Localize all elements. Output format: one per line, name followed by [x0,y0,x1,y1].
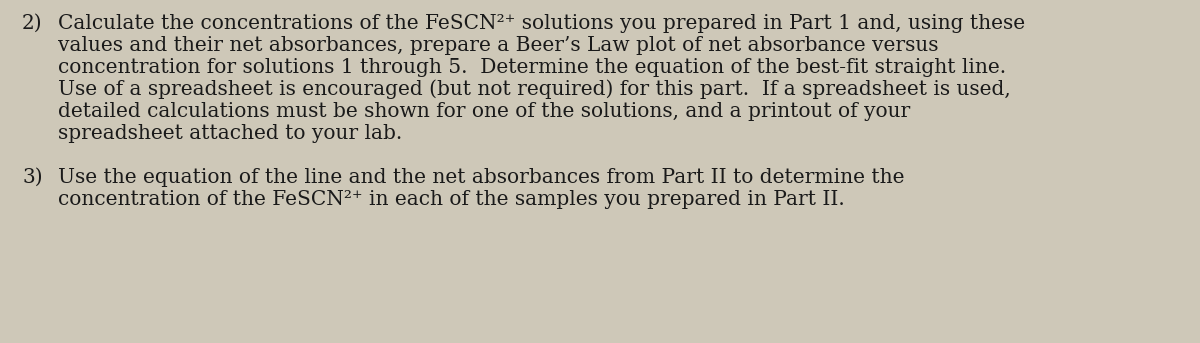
Text: Use of a spreadsheet is encouraged (but not required) for this part.  If a sprea: Use of a spreadsheet is encouraged (but … [58,80,1010,99]
Text: concentration for solutions 1 through 5.  Determine the equation of the best-fit: concentration for solutions 1 through 5.… [58,58,1006,77]
Text: Calculate the concentrations of the FeSCN²⁺ solutions you prepared in Part 1 and: Calculate the concentrations of the FeSC… [58,14,1025,33]
Text: values and their net absorbances, prepare a Beer’s Law plot of net absorbance ve: values and their net absorbances, prepar… [58,36,938,55]
Text: detailed calculations must be shown for one of the solutions, and a printout of : detailed calculations must be shown for … [58,102,911,121]
Text: spreadsheet attached to your lab.: spreadsheet attached to your lab. [58,124,402,143]
Text: 2): 2) [22,14,43,33]
Text: Use the equation of the line and the net absorbances from Part II to determine t: Use the equation of the line and the net… [58,168,905,187]
Text: 3): 3) [22,168,43,187]
Text: concentration of the FeSCN²⁺ in each of the samples you prepared in Part II.: concentration of the FeSCN²⁺ in each of … [58,190,845,209]
